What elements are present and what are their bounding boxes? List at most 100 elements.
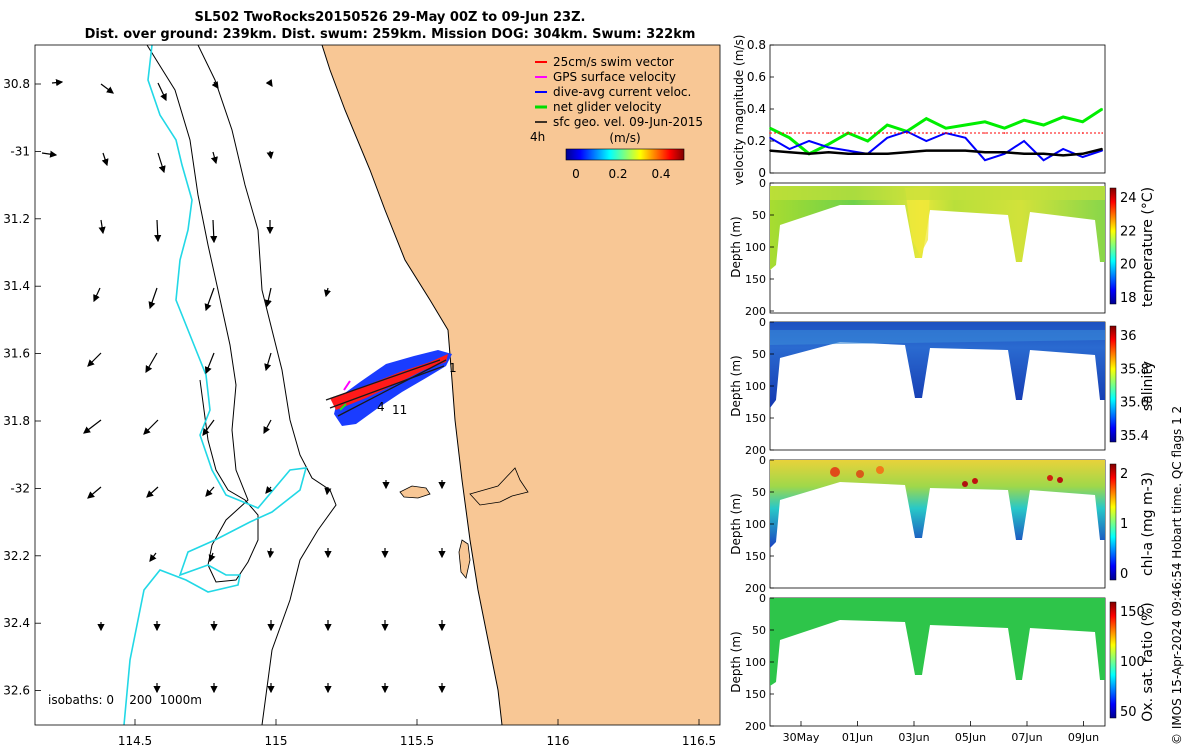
- map-ytick-label: -32: [10, 481, 30, 495]
- depth-ylabel: Depth (m): [729, 355, 743, 416]
- velocity-point: [1042, 132, 1045, 134]
- time-tick-label: 07Jun: [1011, 731, 1042, 744]
- temperature-colorbar: [1109, 187, 1117, 305]
- velocity-point: [827, 132, 830, 134]
- depth-tick-label: 50: [752, 624, 766, 637]
- colorbar-tick-label: 35.8: [1120, 362, 1149, 377]
- velocity-point: [827, 146, 830, 149]
- oxygen-section: [770, 598, 1105, 686]
- depth-tick-label: 100: [745, 380, 766, 393]
- glider-track: [325, 350, 452, 426]
- velocity-point: [769, 127, 771, 129]
- chart-title-line1: SL502 TwoRocks20150526 29-May 00Z to 09-…: [194, 10, 586, 25]
- depth-tick-label: 100: [745, 518, 766, 531]
- velocity-point: [827, 143, 830, 145]
- velocity-point: [1003, 132, 1006, 134]
- time-tick-label: 01Jun: [842, 731, 873, 744]
- isobath-0m: [123, 45, 308, 725]
- velocity-line-sfc-geo-vel-: [769, 147, 1103, 157]
- garden-island: [458, 539, 471, 579]
- salinity-mid-layer: [770, 330, 1105, 345]
- salinity-colorbar: [1109, 325, 1117, 443]
- map-ytick-label: -31: [10, 144, 30, 158]
- map-ytick-label: 31.4: [3, 279, 30, 293]
- velocity-ytick-label: 0.8: [747, 38, 766, 52]
- velocity-point: [1042, 153, 1045, 155]
- velocity-point: [964, 149, 967, 152]
- chla-peak-patches: [830, 466, 1063, 487]
- legend-diveavg-label: dive-avg current veloc.: [553, 85, 691, 99]
- velocity-point: [866, 140, 869, 142]
- velocity-point: [866, 132, 869, 134]
- velocity-panel: 0 0.2 0.4 0.6 0.8 velocity magnitude (m/s): [732, 35, 1106, 185]
- track-label-1: 1: [449, 361, 457, 375]
- velocity-point: [847, 149, 849, 152]
- velocity-point: [769, 137, 771, 139]
- velocity-point: [1003, 127, 1006, 129]
- colorbar-tick-label: 2: [1120, 467, 1128, 482]
- depth-tick-label: 50: [752, 486, 766, 499]
- map-xtick-label: 116.5: [682, 734, 716, 748]
- velocity-point: [984, 121, 986, 123]
- map-xtick-label: 116: [547, 734, 570, 748]
- colorbar-tick-label: 20: [1120, 258, 1137, 273]
- isobath-1000m: [146, 45, 259, 583]
- velocity-ytick-label: 0.2: [747, 134, 766, 148]
- depth-tick-label: 150: [745, 412, 766, 425]
- velocity-point: [984, 132, 986, 134]
- salinity-panel: [769, 321, 1106, 451]
- velocity-point: [847, 132, 849, 134]
- velocity-point: [886, 137, 889, 139]
- depth-tick-label: 200: [745, 720, 766, 733]
- velocity-point: [1062, 132, 1064, 134]
- colorbar-tick-label: 18: [1120, 291, 1137, 306]
- map-ytick-label: 30.8: [3, 77, 30, 91]
- depth-tick-label: 150: [745, 273, 766, 286]
- map-ytick-label: 31.2: [3, 212, 30, 226]
- velocity-point: [1101, 132, 1104, 134]
- velocity-point: [1081, 132, 1084, 134]
- land-mass: [322, 45, 720, 725]
- velocity-point: [925, 117, 928, 120]
- velocity-point: [886, 153, 889, 155]
- depth-tick-label: 50: [752, 209, 766, 222]
- colorbar-tick-1: 0.2: [608, 167, 627, 181]
- velocity-point: [1042, 159, 1045, 161]
- depth-tick-label: 0: [759, 592, 766, 605]
- colorbar-tick-label: 35.6: [1120, 396, 1149, 411]
- map-xtick-label: 115.5: [400, 734, 434, 748]
- velocity-point: [964, 124, 967, 126]
- colorbar-tick-label: 1: [1120, 517, 1128, 532]
- colorbar-tick-label: 22: [1120, 224, 1137, 239]
- depth-tick-label: 150: [745, 550, 766, 563]
- velocity-point: [1023, 119, 1025, 121]
- isobath-200m: [197, 45, 337, 725]
- time-tick-label: 30May: [783, 731, 820, 744]
- velocity-point: [886, 124, 889, 126]
- map-frame: [34, 44, 721, 726]
- velocity-point: [925, 132, 928, 134]
- velocity-point: [808, 140, 810, 142]
- map-xtick-label: 115: [265, 734, 288, 748]
- section-colorbar-label: Ox. sat. ratio (%): [1140, 602, 1156, 721]
- copyright-stamp: © IMOS 15-Apr-2024 09:46:54 Hobart time.…: [1170, 405, 1184, 745]
- oxygen-colorbar: [1109, 601, 1117, 719]
- velocity-point: [925, 140, 928, 142]
- velocity-point: [808, 132, 810, 134]
- velocity-point: [1023, 140, 1025, 142]
- colorbar-tick-label: 100: [1120, 655, 1145, 670]
- colorbar-tick-label: 24: [1120, 191, 1137, 206]
- velocity-point: [886, 132, 889, 134]
- colorbar-tick-label: 35.4: [1120, 429, 1149, 444]
- temperature-warm-core: [905, 188, 930, 255]
- velocity-ytick-label: 0: [758, 166, 766, 180]
- map-ytick-label: 32.4: [3, 616, 30, 630]
- salinity-section: [770, 322, 1105, 408]
- velocity-point: [788, 148, 791, 150]
- velocity-point: [1042, 124, 1045, 126]
- depth-tick-label: 0: [759, 316, 766, 329]
- velocity-point: [964, 132, 967, 134]
- speed-colorbar: [565, 148, 685, 161]
- velocity-point: [788, 132, 791, 134]
